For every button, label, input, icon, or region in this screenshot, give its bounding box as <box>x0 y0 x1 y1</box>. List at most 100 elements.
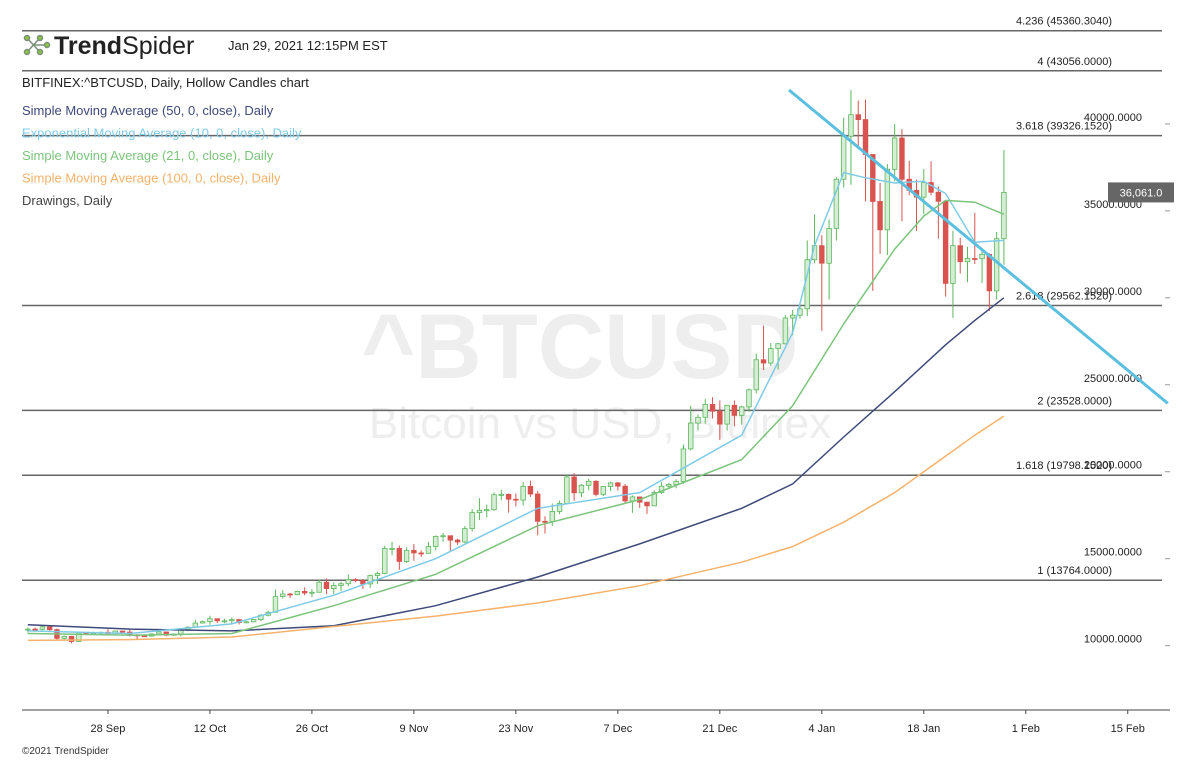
candle-body <box>39 626 46 630</box>
candle-body <box>666 484 672 487</box>
candle-body <box>345 579 352 585</box>
candle-body <box>382 548 388 574</box>
legend-entry: Simple Moving Average (100, 0, close), D… <box>22 171 281 186</box>
candle-body <box>447 535 454 541</box>
candle-body <box>462 528 468 543</box>
candle-body <box>1001 192 1007 240</box>
indicator-line <box>27 199 1005 636</box>
candle-body <box>586 480 592 486</box>
candle-body <box>556 502 563 512</box>
candle-body <box>214 618 220 622</box>
candle-body <box>520 485 526 501</box>
candle-body <box>848 114 854 137</box>
footer: ©2021 TrendSpider <box>22 746 110 757</box>
candle-body <box>301 590 308 594</box>
legend-entry: Simple Moving Average (50, 0, close), Da… <box>22 103 274 118</box>
candle-body <box>622 485 628 502</box>
candle-body <box>738 406 745 416</box>
x-tick-label: 9 Nov <box>400 723 429 735</box>
fib-label: 4 (43056.0000) <box>1037 56 1112 68</box>
candle-body <box>440 535 446 538</box>
x-tick-label: 21 Dec <box>702 723 737 735</box>
candle-body <box>250 619 257 623</box>
candle-body <box>935 191 942 202</box>
x-tick-label: 18 Jan <box>907 723 940 735</box>
fib-label: 1.618 (19798.1520) <box>1016 460 1112 472</box>
indicator-line <box>27 415 1005 642</box>
candle-body <box>119 630 126 633</box>
candle-body <box>964 258 971 263</box>
candle-body <box>578 484 585 494</box>
fib-label: 1 (13764.0000) <box>1037 565 1112 577</box>
candle-body <box>287 593 293 596</box>
y-tick-label: 10000.0000 <box>1084 634 1142 646</box>
candle-body <box>527 485 534 495</box>
logo-text: TrendSpider <box>54 32 194 60</box>
x-tick-label: 7 Dec <box>603 723 632 735</box>
logo-light: Spider <box>122 32 194 60</box>
candle-body <box>986 253 993 292</box>
candle-body <box>411 549 417 554</box>
candle-body <box>280 593 286 598</box>
candle-body <box>607 482 614 487</box>
candle-body <box>651 492 657 507</box>
candle-body <box>25 628 31 631</box>
candle-body <box>367 575 373 585</box>
candle-body <box>505 493 512 500</box>
candle-body <box>833 178 840 229</box>
logo-icon <box>23 34 51 56</box>
legend-entry: Exponential Moving Average (10, 0, close… <box>22 126 302 141</box>
y-tick-label: 15000.0000 <box>1084 547 1142 559</box>
candle-body <box>862 119 869 155</box>
x-tick-label: 26 Oct <box>296 723 328 735</box>
candle-body <box>243 621 250 624</box>
candle-body <box>972 258 978 260</box>
candle-body <box>141 635 148 638</box>
candle-body <box>644 501 650 507</box>
candle-body <box>753 359 759 391</box>
candle-body <box>352 579 359 581</box>
candle-body <box>418 552 424 555</box>
candle-body <box>294 590 301 596</box>
candle-body <box>32 628 38 631</box>
candle-body <box>68 636 75 642</box>
candle-body <box>498 493 505 496</box>
candle-body <box>542 520 548 523</box>
candle-body <box>921 182 927 198</box>
candle-body <box>600 486 606 495</box>
last-price-label: 36,061.0 <box>1120 187 1163 199</box>
candle-body <box>156 631 162 635</box>
indicator-line <box>27 171 1004 635</box>
candle-body <box>950 245 956 284</box>
legend-entry: Simple Moving Average (21, 0, close), Da… <box>22 148 274 163</box>
candle-body <box>272 596 279 613</box>
candle-body <box>731 404 738 416</box>
candle-body <box>207 618 213 623</box>
candle-body <box>46 626 53 631</box>
candle-body <box>360 580 366 585</box>
candle-body <box>221 620 228 623</box>
x-tick-label: 12 Oct <box>194 723 226 735</box>
candle-body <box>702 404 708 418</box>
candle-body <box>673 481 679 485</box>
candle-body <box>775 343 781 350</box>
candle-body <box>855 114 861 120</box>
watermark-sub: Bitcoin vs USD, Bitfinex <box>369 399 831 448</box>
x-tick-label: 1 Feb <box>1012 723 1040 735</box>
watermark: ^BTCUSD <box>361 296 798 398</box>
indicator-line <box>788 88 1169 405</box>
candle-body <box>316 581 322 593</box>
candle-body <box>942 200 949 284</box>
candle-body <box>746 389 752 408</box>
y-tick-label: 20000.0000 <box>1084 460 1142 472</box>
x-tick-label: 15 Feb <box>1111 723 1145 735</box>
candle-body <box>819 245 825 264</box>
indicator-line <box>27 297 1005 632</box>
candle-body <box>760 359 767 364</box>
timestamp: Jan 29, 2021 12:15PM EST <box>228 38 388 53</box>
x-tick-label: 4 Jan <box>808 723 835 735</box>
candle-body <box>433 536 439 547</box>
y-tick-label: 40000.0000 <box>1084 112 1142 124</box>
x-tick-label: 28 Sep <box>91 723 126 735</box>
